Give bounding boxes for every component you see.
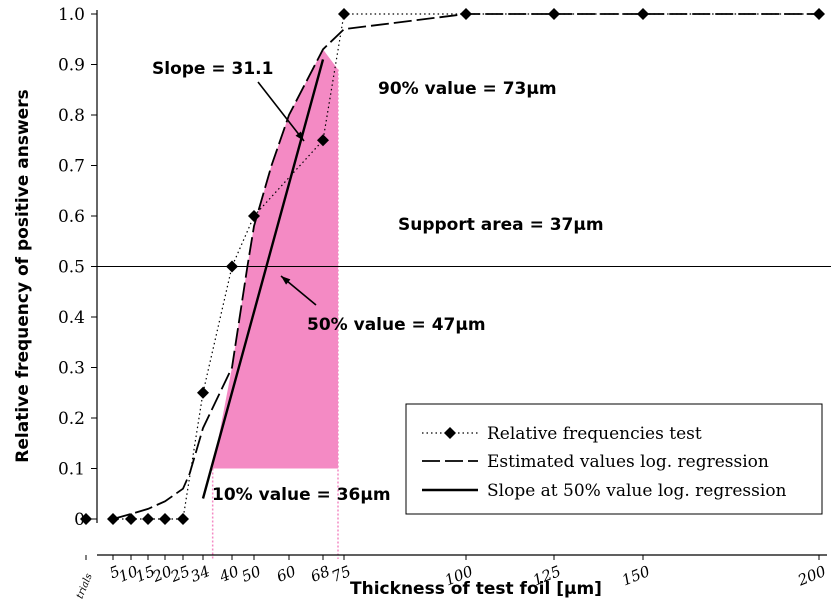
x-tick-label: 25 (167, 562, 192, 586)
y-tick-label: 0.4 (58, 308, 85, 328)
support-area-fill (212, 49, 338, 469)
data-point-relative-frequency (226, 260, 238, 273)
legend-symbol-diamond (444, 427, 456, 439)
x-tick-label-mock-trials: Mock trials (63, 572, 95, 600)
x-tick-label: 34 (188, 562, 212, 586)
legend-box (405, 403, 823, 515)
y-tick-label: 0 (74, 510, 85, 530)
legend (405, 403, 823, 515)
y-tick-label: 0.5 (58, 258, 85, 278)
arrow-50-value-head (281, 276, 291, 285)
data-point-relative-frequency (248, 210, 260, 222)
legend-label-1: Estimated values log. regression (487, 452, 769, 472)
x-tick-label: 50 (239, 562, 264, 586)
y-tick-label: 0.7 (58, 157, 85, 177)
series-estimated-regression-line (112, 13, 819, 520)
legend-label-0: Relative frequencies test (487, 424, 702, 444)
data-point-relative-frequency (125, 513, 137, 525)
x-tick-label: 200 (794, 562, 829, 590)
y-tick-label: 0.1 (58, 460, 85, 480)
data-point-relative-frequency (80, 513, 92, 525)
y-tick-label: 1.0 (58, 5, 85, 25)
data-point-relative-frequency (177, 513, 189, 525)
data-point-relative-frequency (637, 8, 649, 20)
arrow-slope-head (295, 131, 304, 141)
annotation-90-value: 90% value = 73µm (378, 79, 557, 99)
data-point-relative-frequency (317, 134, 329, 147)
data-point-relative-frequency (338, 8, 350, 20)
y-axis-title: Relative frequency of positive answers (13, 89, 33, 462)
annotations (257, 81, 317, 306)
arrow-slope (257, 81, 305, 142)
annotation-10-value: 10% value = 36µm (212, 485, 391, 505)
legend-label-2: Slope at 50% value log. regression (487, 481, 787, 501)
y-tick-label: 0.9 (58, 56, 85, 76)
support-area-shading (211, 49, 339, 559)
y-tick-label: 0.3 (58, 359, 85, 379)
annotation-50-value: 50% value = 47µm (307, 315, 486, 335)
x-tick-label: 68 (308, 562, 332, 586)
series-group (80, 8, 825, 525)
x-tick-label: 75 (329, 562, 353, 586)
y-tick-label: 0.8 (58, 106, 85, 126)
y-tick-label: 0.2 (58, 409, 85, 429)
x-tick-label: 40 (216, 562, 242, 586)
y-tick-label: 0.6 (58, 207, 85, 227)
annotation-slope: Slope = 31.1 (152, 59, 273, 79)
data-point-relative-frequency (197, 386, 209, 399)
data-point-relative-frequency (142, 513, 154, 525)
series-slope-line (201, 59, 325, 499)
data-point-relative-frequency (548, 8, 560, 20)
x-tick-label: 15 (133, 562, 157, 586)
x-axis-title: Thickness of test foil [µm] (350, 579, 602, 599)
data-point-relative-frequency (159, 513, 171, 525)
x-tick-label: 150 (619, 562, 653, 590)
x-tick-label: 60 (274, 562, 299, 586)
annotation-support-area: Support area = 37µm (398, 215, 604, 235)
